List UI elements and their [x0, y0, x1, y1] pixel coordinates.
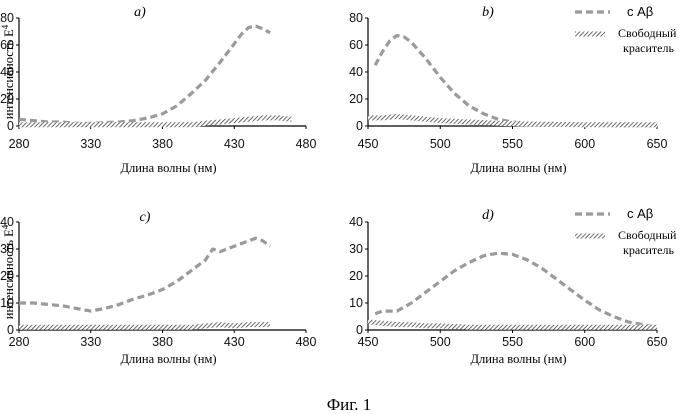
x-tick-label: 550 — [502, 335, 523, 349]
legend: с Aβ Свободныйкраситель — [575, 4, 677, 55]
panels-layer: 020406080280330380430480a)Длина волны (н… — [0, 4, 677, 366]
y-tick-label: 0 — [7, 119, 14, 133]
x-tick-label: 480 — [296, 137, 317, 151]
figure-caption: Фиг. 1 — [327, 395, 372, 414]
chart-panel-1: 020406080280330380430480a)Длина волны (н… — [0, 5, 316, 175]
x-tick-label: 550 — [502, 137, 523, 151]
legend-label-series-2-line2: краситель — [623, 243, 674, 257]
x-tick-label: 650 — [647, 335, 668, 349]
x-tick-label: 430 — [224, 335, 245, 349]
y-tick-label: 0 — [356, 119, 363, 133]
y-tick-label: 60 — [349, 38, 363, 52]
chart-panel-4: 010203040450500550600650d)Длина волны (н… — [349, 206, 677, 366]
chart-panel-2: 0 20 40 60 80 450 500 550 600 650 b) Длина волны (н… — [349, 4, 677, 175]
y-tick-label: 30 — [349, 242, 363, 256]
panel-label: b) — [482, 5, 494, 20]
y-tick-label: 80 — [0, 11, 14, 25]
y-axis-title-superscript: 4 — [0, 24, 10, 29]
y-axis-title-superscript: 4 — [0, 224, 10, 229]
series-hatched-line — [19, 118, 292, 125]
x-tick-label: 280 — [9, 335, 30, 349]
series-dashed-line — [19, 26, 270, 123]
x-tick-label: 600 — [574, 137, 595, 151]
x-tick-label: 330 — [80, 335, 101, 349]
legend-label-series-2-line2: краситель — [623, 41, 674, 55]
legend-label-series-1: с Aβ — [627, 206, 653, 221]
x-tick-label: 380 — [152, 137, 173, 151]
series-dashed-line — [375, 253, 657, 327]
panel-label: a) — [134, 5, 146, 20]
x-axis-title: Длина волны (нм) — [470, 161, 566, 175]
x-tick-label: 500 — [430, 335, 451, 349]
x-tick-label: 330 — [80, 137, 101, 151]
x-tick-label: 500 — [430, 137, 451, 151]
y-tick-label: 10 — [349, 296, 363, 310]
x-tick-label: 600 — [574, 335, 595, 349]
series-dashed-line — [19, 238, 270, 311]
series-hatched-line — [368, 117, 657, 125]
x-axis-title: Длина волны (нм) — [470, 352, 566, 366]
y-tick-label: 20 — [349, 92, 363, 106]
y-axis-title: интенсивность E4 — [0, 224, 16, 319]
x-axis-title: Длина волны (нм) — [120, 161, 216, 175]
panel-label: c) — [140, 210, 151, 225]
x-tick-label: 380 — [152, 335, 173, 349]
x-axis-title: Длина волны (нм) — [120, 352, 216, 366]
chart-panel-3: 010203040280330380430480c)Длина волны (н… — [0, 210, 316, 366]
x-tick-label: 650 — [647, 137, 668, 151]
series-hatched-line — [19, 325, 270, 328]
panel-label: d) — [482, 208, 494, 223]
legend-label-series-1: с Aβ — [627, 4, 653, 19]
x-tick-label: 480 — [296, 335, 317, 349]
y-tick-label: 20 — [349, 269, 363, 283]
x-tick-label: 450 — [358, 335, 379, 349]
legend-label-series-2: Свободный — [618, 26, 677, 40]
series-hatched-line — [368, 322, 657, 327]
series-dashed-line — [375, 36, 657, 126]
y-axis-title: интенсивность E4 — [0, 24, 16, 119]
legend-label-series-2: Свободный — [618, 228, 677, 242]
x-tick-label: 280 — [9, 137, 30, 151]
y-tick-label: 80 — [349, 11, 363, 25]
y-tick-label: 40 — [349, 215, 363, 229]
x-tick-label: 450 — [358, 137, 379, 151]
legend: с Aβ Свободныйкраситель — [575, 206, 677, 257]
y-tick-label: 40 — [349, 65, 363, 79]
x-tick-label: 430 — [224, 137, 245, 151]
